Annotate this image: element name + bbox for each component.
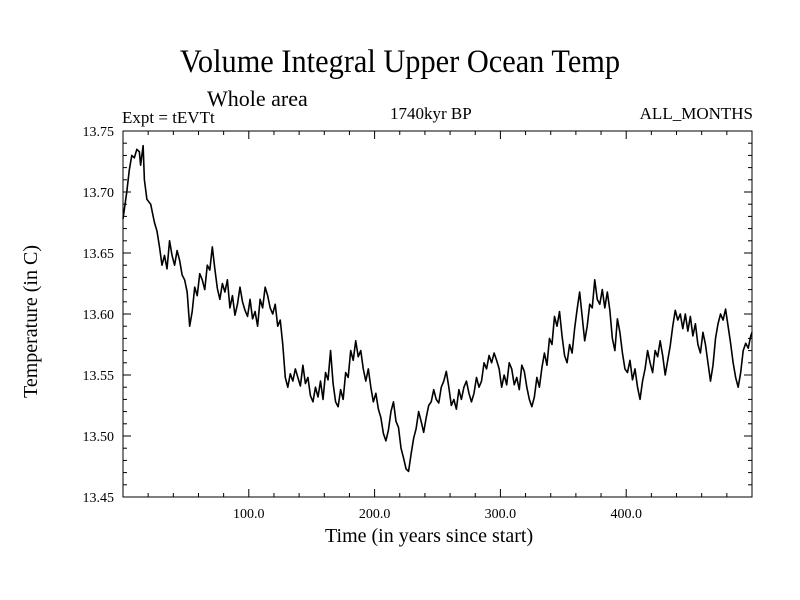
y-tick-label: 13.55 bbox=[83, 369, 115, 384]
y-axis-label: Temperature (in C) bbox=[20, 245, 42, 398]
y-tick-label: 13.50 bbox=[83, 430, 115, 445]
x-tick-label: 100.0 bbox=[233, 507, 265, 522]
x-tick-label: 400.0 bbox=[610, 507, 642, 522]
x-axis-label: Time (in years since start) bbox=[325, 525, 534, 547]
x-tick-label: 200.0 bbox=[359, 507, 391, 522]
experiment-label: Expt = tEVTt bbox=[122, 108, 215, 127]
y-tick-label: 13.65 bbox=[83, 247, 115, 262]
x-axis: 100.0 200.0 300.0 400.0 bbox=[147, 131, 728, 522]
y-tick-label: 13.45 bbox=[83, 491, 115, 506]
y-axis: 13.45 13.50 13.55 13.60 13.65 13.70 13.75 bbox=[83, 125, 752, 506]
temperature-series-line bbox=[122, 144, 753, 473]
plot-frame bbox=[122, 130, 753, 498]
y-tick-label: 13.60 bbox=[83, 308, 115, 323]
y-tick-label: 13.75 bbox=[83, 125, 115, 140]
chart-subtitle: Whole area bbox=[207, 86, 308, 111]
x-tick-label: 300.0 bbox=[485, 507, 517, 522]
y-tick-label: 13.70 bbox=[83, 186, 115, 201]
period-label: 1740kyr BP bbox=[390, 104, 472, 123]
chart-title: Volume Integral Upper Ocean Temp bbox=[179, 44, 621, 80]
months-label: ALL_MONTHS bbox=[639, 104, 753, 123]
